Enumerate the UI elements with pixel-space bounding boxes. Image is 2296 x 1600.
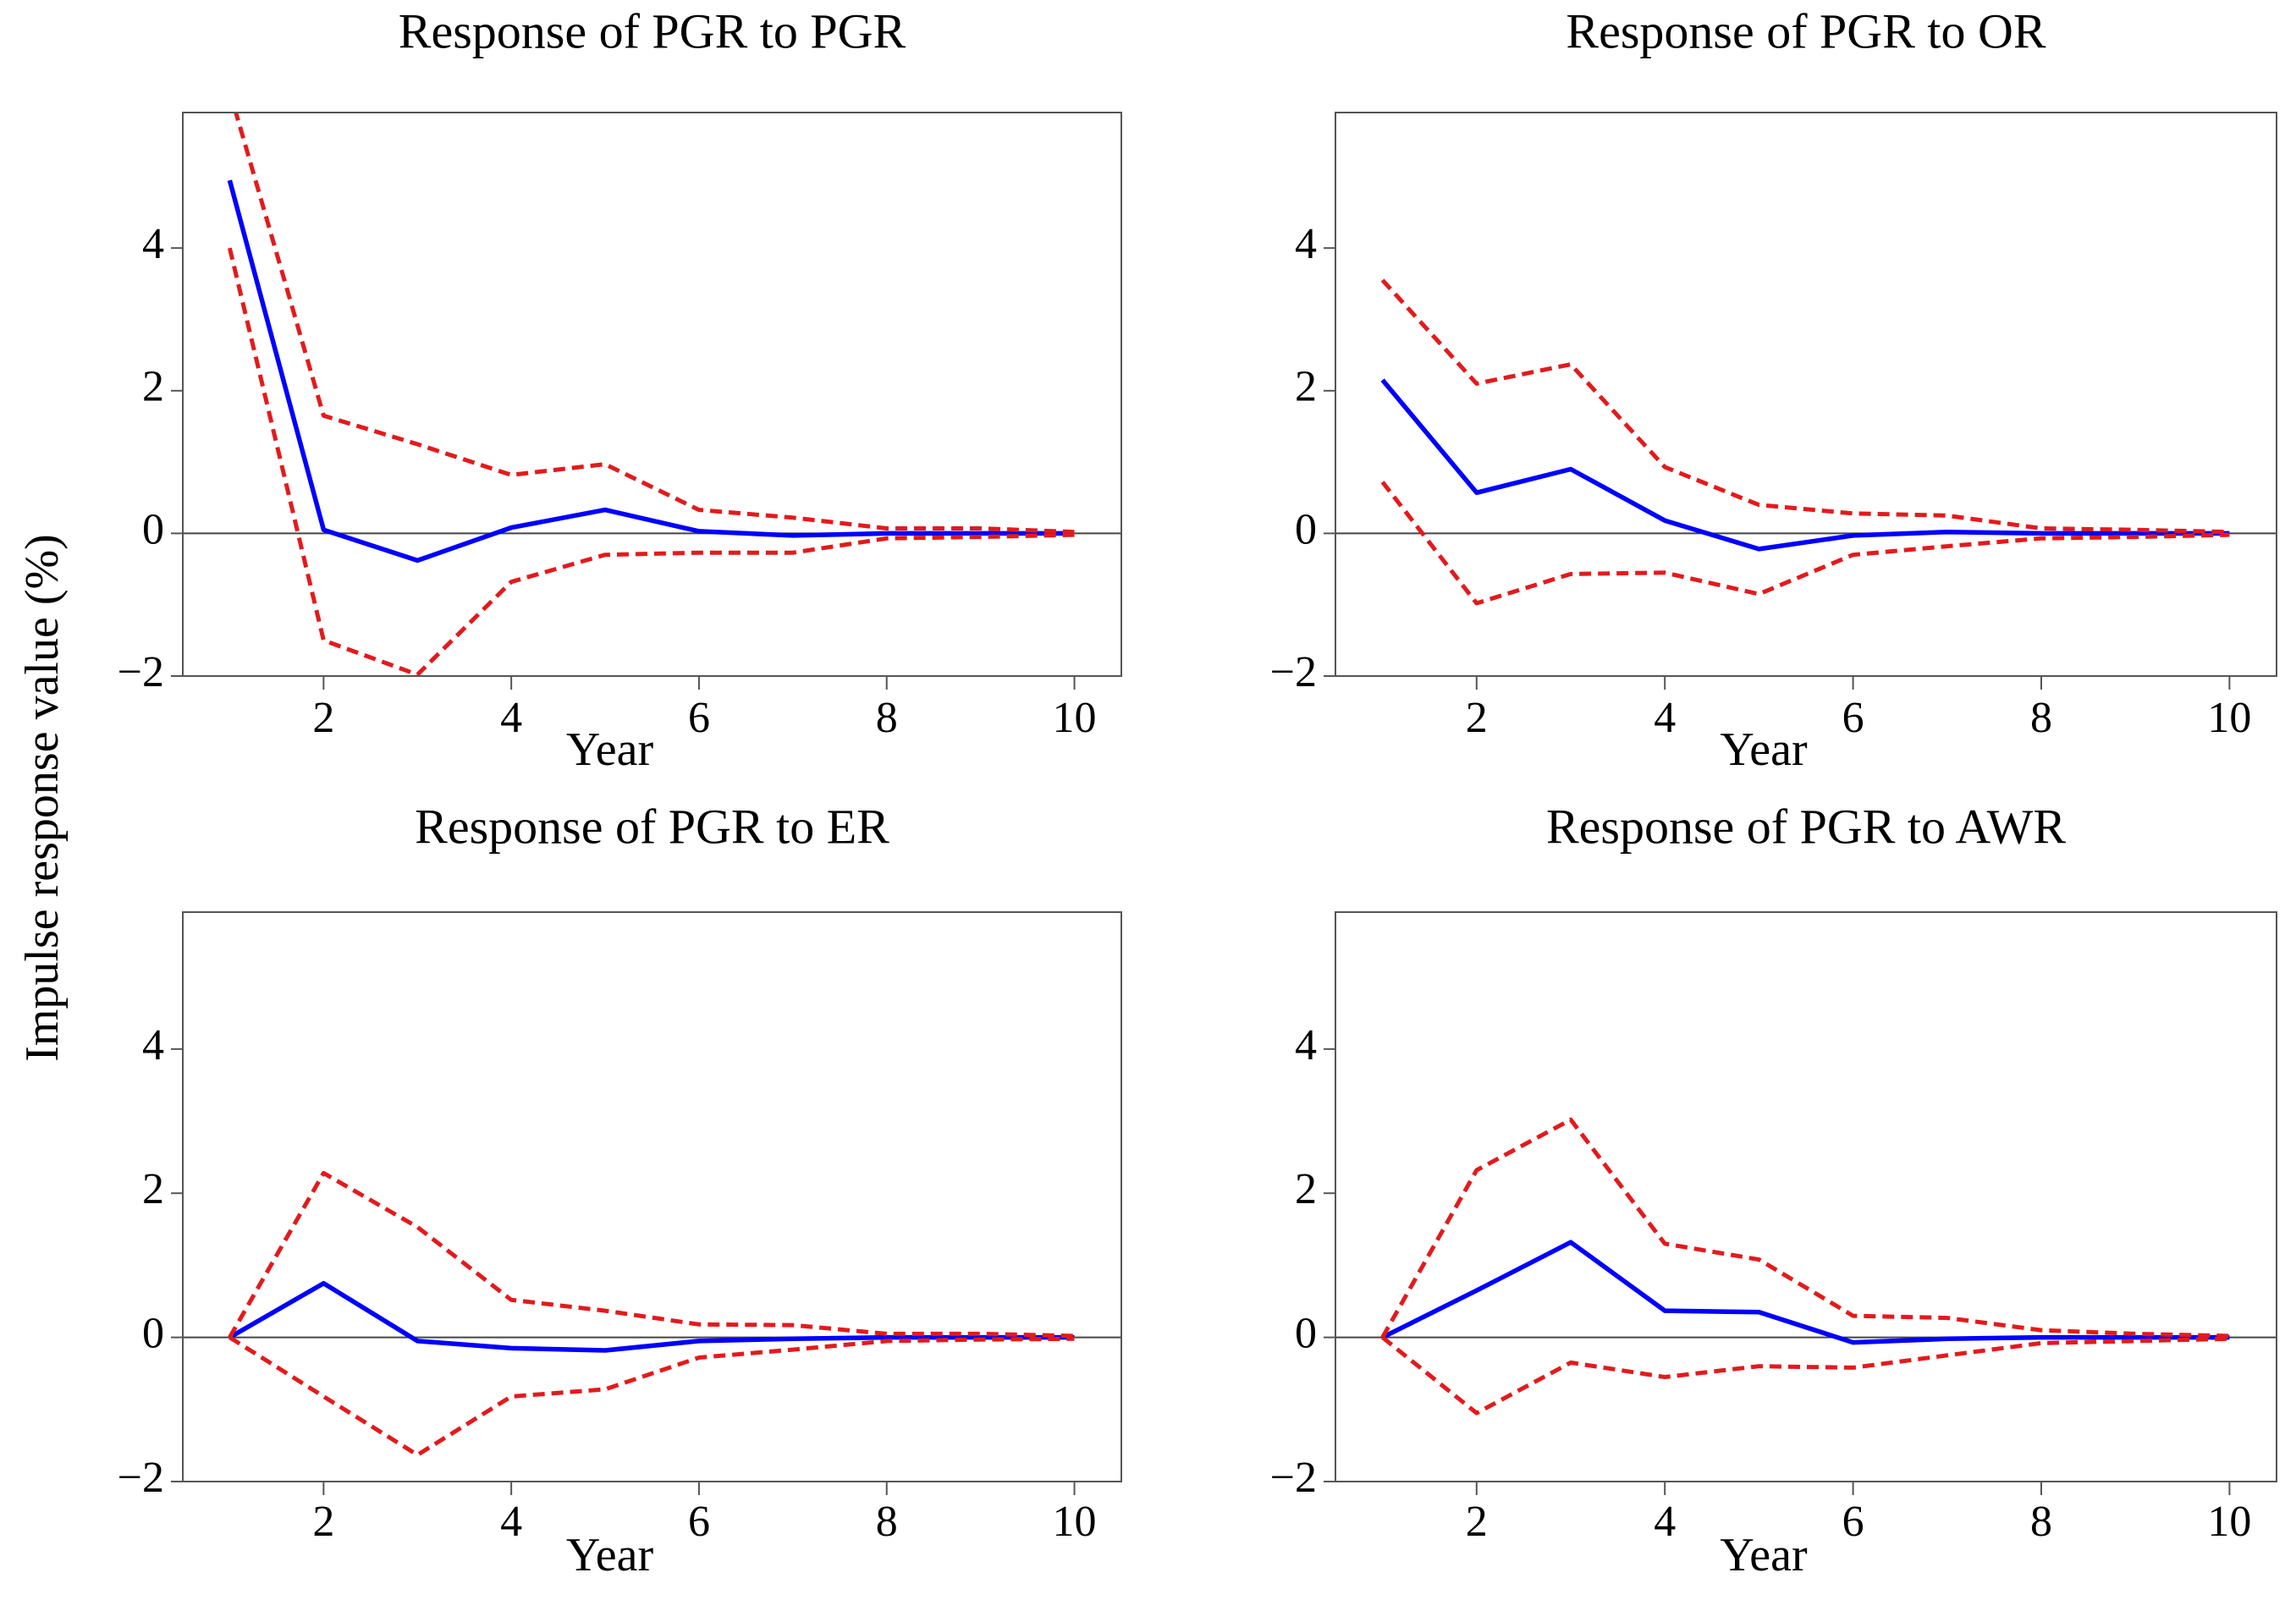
series-line — [228, 1280, 1075, 1353]
x-tick-label: 4 — [1654, 694, 1676, 742]
series-line — [1380, 481, 2230, 606]
x-tick-label: 10 — [2207, 1498, 2251, 1546]
subplot-title: Response of PGR to OR — [1566, 3, 2045, 58]
series-line — [1380, 278, 2230, 535]
series-line — [1380, 378, 2230, 552]
subplot: Response of PGR to AWR −2 0 2 4 2 4 6 8 10 Year — [1270, 799, 2277, 1581]
x-tick-label: 8 — [876, 1498, 898, 1546]
series-line — [1380, 1117, 2230, 1339]
plot-frame — [182, 911, 1122, 1482]
y-tick-label: −2 — [118, 1454, 164, 1502]
series-line — [234, 113, 1075, 535]
plot-frame — [182, 112, 1122, 677]
y-tick-label: −2 — [118, 648, 164, 696]
y-tick-label: 0 — [142, 1310, 164, 1358]
x-tick-label: 10 — [1053, 1498, 1097, 1546]
subplot-title: Response of PGR to PGR — [399, 3, 906, 58]
y-tick-label: 2 — [142, 1165, 164, 1213]
x-axis-label: Year — [1720, 723, 1808, 776]
x-tick-label: 8 — [2030, 694, 2052, 742]
series-group — [1380, 1117, 2230, 1416]
x-tick-label: 2 — [312, 694, 334, 742]
y-tick-label: 2 — [142, 363, 164, 411]
subplot: Response of PGR to OR −2 0 2 4 2 4 6 8 10 Year — [1270, 3, 2277, 776]
y-tick-label: −2 — [1270, 648, 1317, 696]
y-tick-label: 0 — [142, 505, 164, 553]
plot-frame — [1335, 112, 2277, 677]
x-tick-label: 8 — [2030, 1498, 2052, 1546]
subplot-title: Response of PGR to AWR — [1546, 799, 2066, 854]
series-line — [228, 1170, 1075, 1339]
subplot: Response of PGR to PGR −2 0 2 4 2 4 6 8 10 Year — [118, 3, 1122, 776]
series-group — [228, 1170, 1075, 1457]
x-tick-label: 2 — [1466, 694, 1488, 742]
x-tick-label: 10 — [2207, 694, 2251, 742]
y-tick-label: 4 — [142, 1021, 164, 1069]
series-line — [1381, 1335, 2230, 1416]
y-tick-label: 4 — [1295, 220, 1317, 268]
series-line — [227, 247, 1075, 676]
x-tick-label: 6 — [1842, 1498, 1864, 1546]
x-tick-label: 6 — [688, 694, 710, 742]
subplot-title: Response of PGR to ER — [415, 799, 889, 854]
series-group — [227, 113, 1075, 676]
series-line — [1381, 1240, 2230, 1345]
x-axis-label: Year — [566, 1529, 654, 1581]
x-axis-label: Year — [566, 723, 654, 776]
x-tick-label: 10 — [1053, 694, 1097, 742]
series-group — [1380, 278, 2230, 606]
x-tick-label: 8 — [876, 694, 898, 742]
subplot: Response of PGR to ER −2 0 2 4 2 4 6 8 10 Year — [118, 799, 1122, 1581]
y-tick-label: 2 — [1295, 1165, 1317, 1213]
x-tick-label: 2 — [1466, 1498, 1488, 1546]
x-tick-label: 4 — [500, 694, 522, 742]
series-line — [228, 1335, 1075, 1457]
y-tick-label: 2 — [1295, 363, 1317, 411]
y-tick-label: 4 — [142, 220, 164, 268]
plot-frame — [1335, 911, 2277, 1482]
x-tick-label: 2 — [312, 1498, 334, 1546]
y-tick-label: 0 — [1295, 1310, 1317, 1358]
y-axis-label: Impulse response value (%) — [16, 534, 69, 1062]
x-tick-label: 6 — [688, 1498, 710, 1546]
series-line — [227, 179, 1075, 564]
y-tick-label: −2 — [1270, 1454, 1317, 1502]
y-tick-label: 4 — [1295, 1021, 1317, 1069]
x-axis-label: Year — [1720, 1529, 1808, 1581]
x-tick-label: 6 — [1842, 694, 1864, 742]
x-tick-label: 4 — [500, 1498, 522, 1546]
y-tick-label: 0 — [1295, 505, 1317, 553]
x-tick-label: 4 — [1654, 1498, 1676, 1546]
